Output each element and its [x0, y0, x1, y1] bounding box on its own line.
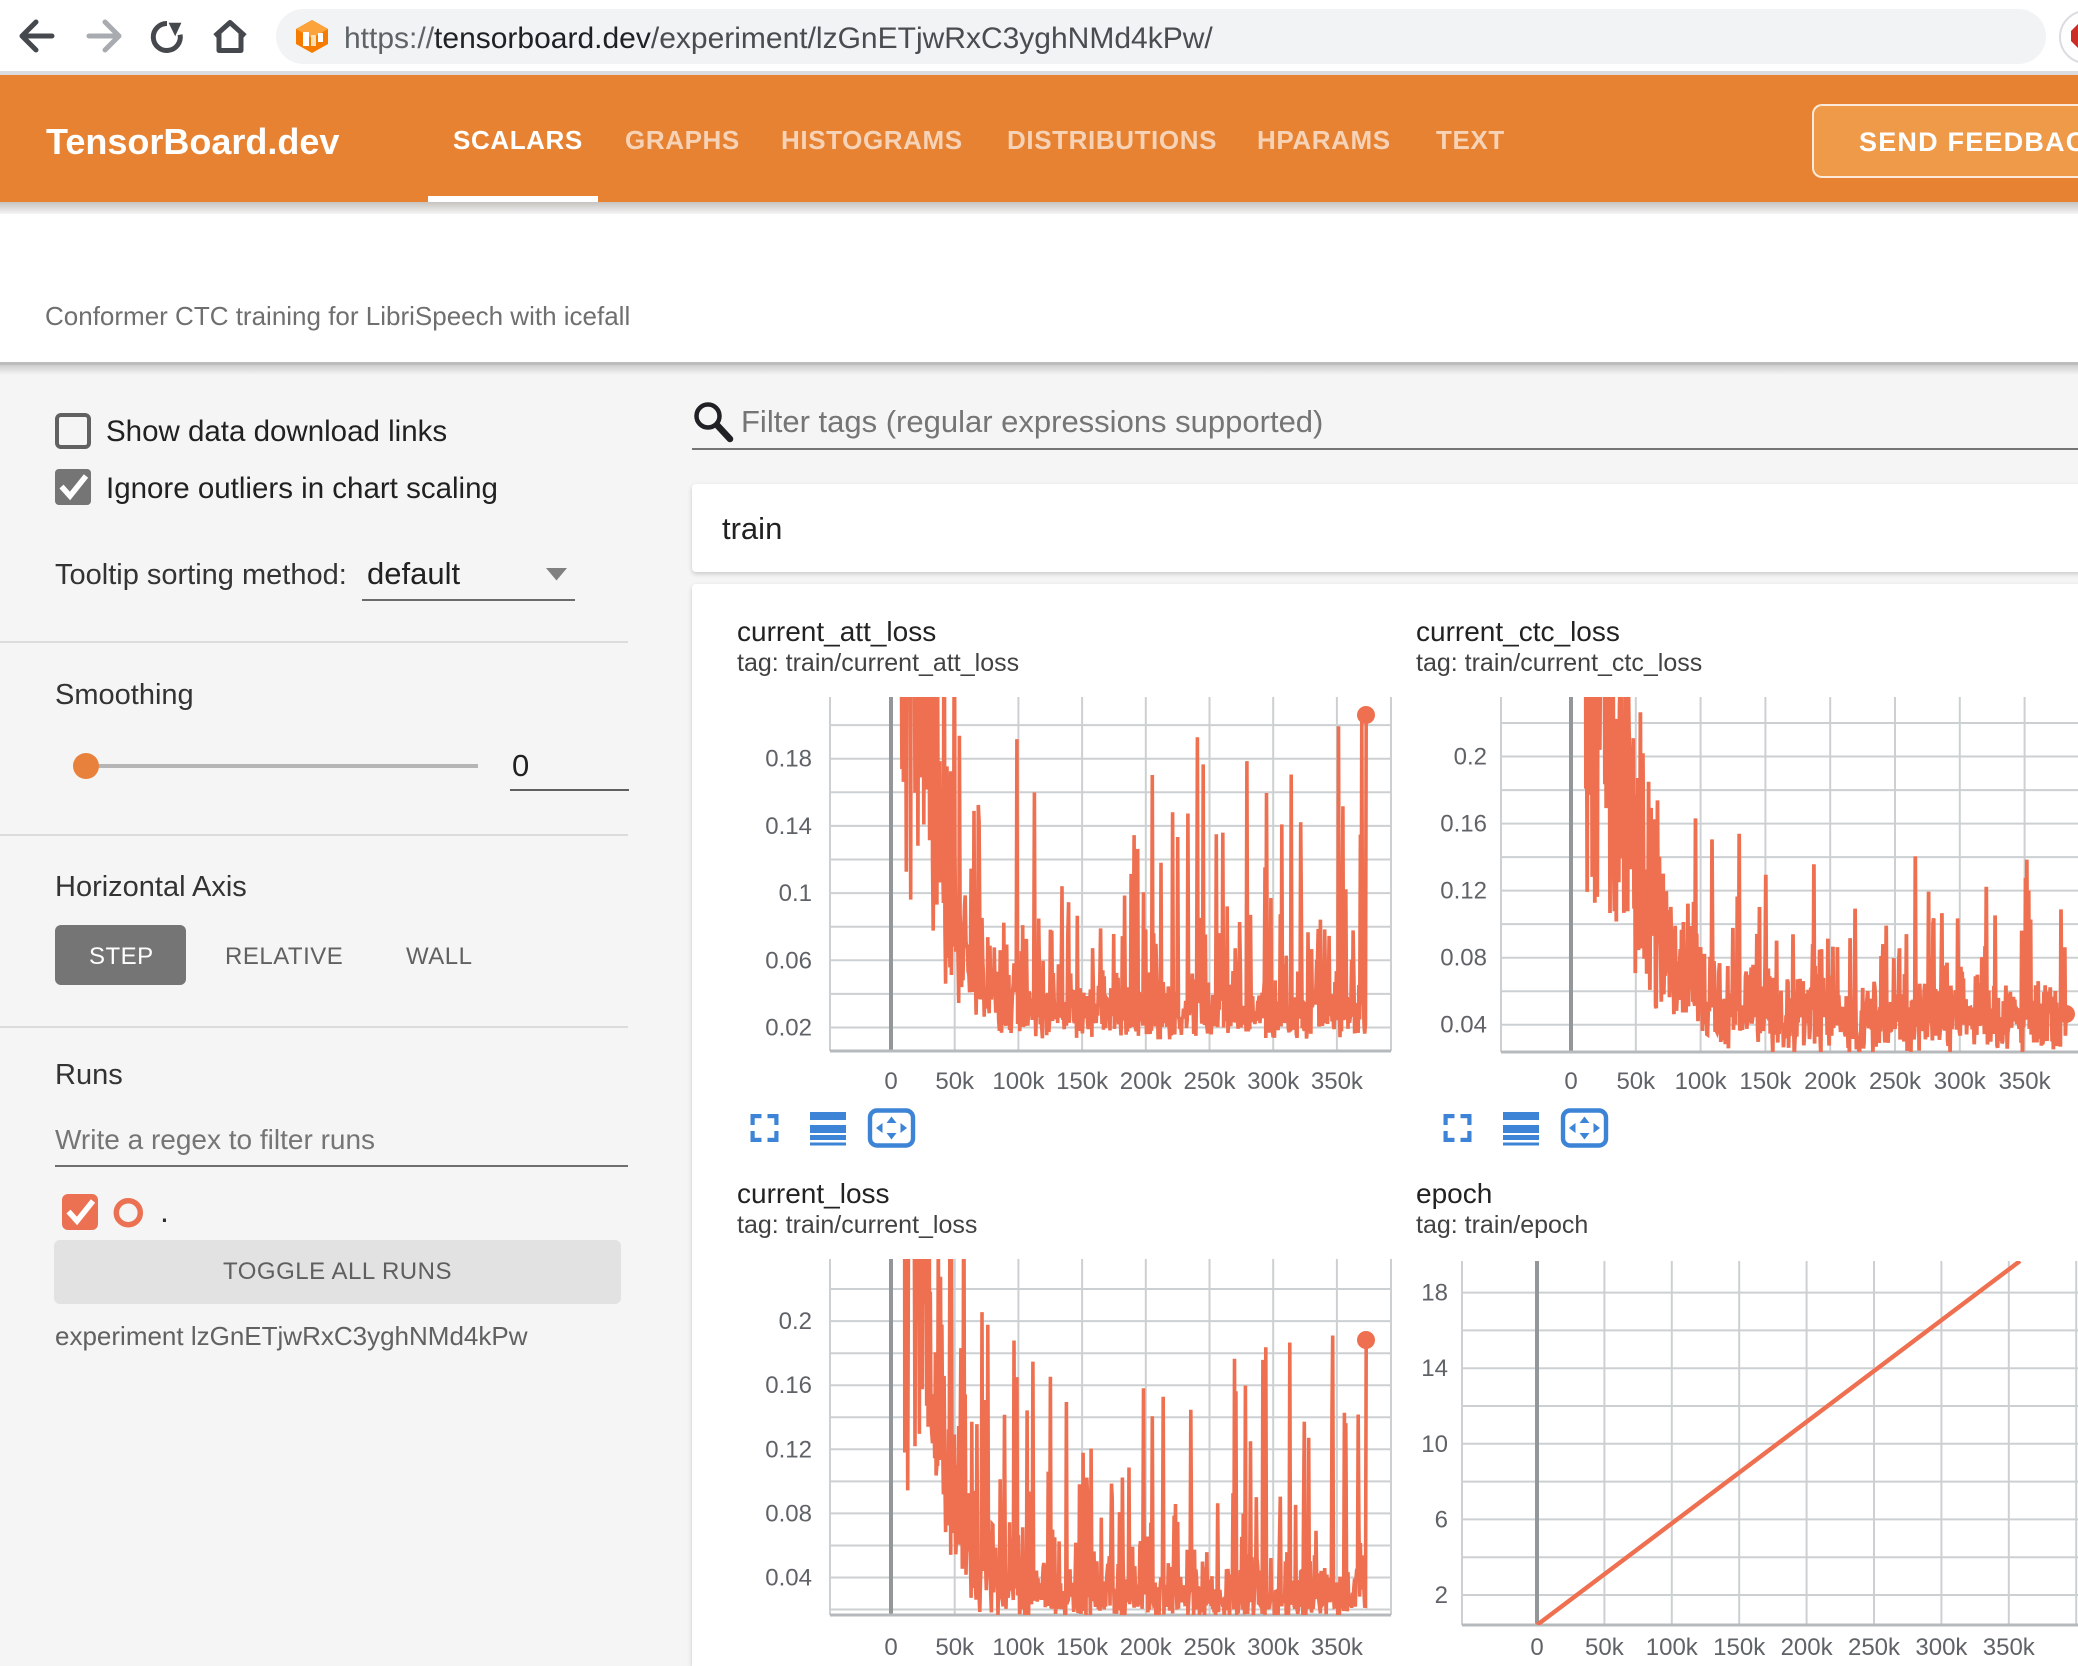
- svg-text:50k: 50k: [1616, 1068, 1656, 1095]
- svg-text:300k: 300k: [1915, 1634, 1968, 1661]
- svg-text:2: 2: [1435, 1582, 1448, 1609]
- svg-text:0: 0: [884, 1634, 897, 1661]
- svg-text:current_ctc_loss: current_ctc_loss: [1416, 616, 1620, 647]
- svg-text:100k: 100k: [1646, 1634, 1699, 1661]
- svg-text:100k: 100k: [992, 1634, 1045, 1661]
- svg-text:0.08: 0.08: [1440, 945, 1487, 972]
- svg-text:150k: 150k: [1739, 1068, 1792, 1095]
- svg-text:350k: 350k: [1311, 1634, 1364, 1661]
- svg-text:current_att_loss: current_att_loss: [737, 616, 936, 647]
- svg-text:250k: 250k: [1869, 1068, 1922, 1095]
- svg-text:0.04: 0.04: [765, 1565, 812, 1592]
- svg-text:200k: 200k: [1120, 1634, 1173, 1661]
- svg-text:50k: 50k: [1585, 1634, 1625, 1661]
- svg-text:tag: train/current_att_loss: tag: train/current_att_loss: [737, 649, 1019, 677]
- svg-text:0.02: 0.02: [765, 1015, 812, 1042]
- svg-text:100k: 100k: [1675, 1068, 1728, 1095]
- svg-text:0.14: 0.14: [765, 813, 812, 840]
- svg-text:0.2: 0.2: [1454, 744, 1487, 771]
- svg-text:200k: 200k: [1804, 1068, 1857, 1095]
- svg-text:200k: 200k: [1781, 1634, 1834, 1661]
- svg-text:150k: 150k: [1056, 1634, 1109, 1661]
- svg-text:50k: 50k: [935, 1068, 975, 1095]
- svg-text:300k: 300k: [1934, 1068, 1987, 1095]
- svg-text:tag: train/epoch: tag: train/epoch: [1416, 1211, 1588, 1239]
- svg-text:14: 14: [1421, 1355, 1448, 1382]
- svg-text:0.16: 0.16: [765, 1372, 812, 1399]
- svg-text:0.08: 0.08: [765, 1500, 812, 1527]
- svg-text:current_loss: current_loss: [737, 1178, 890, 1209]
- svg-text:200k: 200k: [1120, 1068, 1173, 1095]
- svg-text:0.12: 0.12: [1440, 878, 1487, 905]
- svg-text:0.18: 0.18: [765, 746, 812, 773]
- svg-text:0.12: 0.12: [765, 1436, 812, 1463]
- svg-text:150k: 150k: [1056, 1068, 1109, 1095]
- svg-text:0: 0: [1530, 1634, 1543, 1661]
- svg-text:epoch: epoch: [1416, 1178, 1492, 1209]
- svg-text:0.1: 0.1: [779, 880, 812, 907]
- svg-text:350k: 350k: [1311, 1068, 1364, 1095]
- svg-text:50k: 50k: [935, 1634, 975, 1661]
- svg-text:250k: 250k: [1183, 1068, 1236, 1095]
- svg-text:250k: 250k: [1848, 1634, 1901, 1661]
- svg-text:6: 6: [1435, 1506, 1448, 1533]
- svg-text:18: 18: [1421, 1280, 1448, 1307]
- svg-text:0.2: 0.2: [779, 1308, 812, 1335]
- svg-text:350k: 350k: [1983, 1634, 2036, 1661]
- svg-text:0: 0: [884, 1068, 897, 1095]
- svg-text:300k: 300k: [1247, 1068, 1300, 1095]
- svg-text:100k: 100k: [992, 1068, 1045, 1095]
- svg-text:0.16: 0.16: [1440, 811, 1487, 838]
- svg-text:10: 10: [1421, 1431, 1448, 1458]
- svg-text:300k: 300k: [1247, 1634, 1300, 1661]
- svg-text:0: 0: [1564, 1068, 1577, 1095]
- svg-text:tag: train/current_loss: tag: train/current_loss: [737, 1211, 977, 1239]
- svg-text:150k: 150k: [1713, 1634, 1766, 1661]
- svg-text:0.04: 0.04: [1440, 1012, 1487, 1039]
- svg-text:350k: 350k: [1999, 1068, 2052, 1095]
- svg-text:0.06: 0.06: [765, 947, 812, 974]
- svg-text:250k: 250k: [1183, 1634, 1236, 1661]
- svg-text:tag: train/current_ctc_loss: tag: train/current_ctc_loss: [1416, 649, 1702, 677]
